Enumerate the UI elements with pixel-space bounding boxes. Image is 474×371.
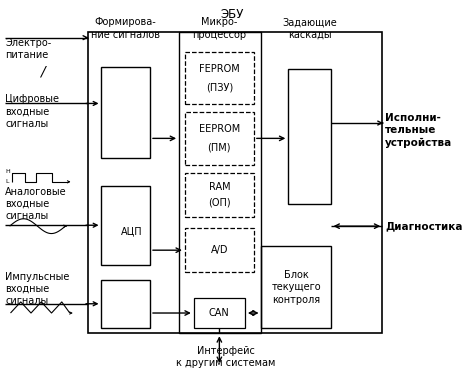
Text: CAN: CAN [209,308,230,318]
Text: Импульсные
входные
сигналы: Импульсные входные сигналы [5,272,70,306]
Text: АЦП: АЦП [121,227,143,237]
Text: Аналоговые
входные
сигналы: Аналоговые входные сигналы [5,187,67,221]
Bar [185,228,254,272]
Bar [262,246,330,328]
Text: Исполни-
тельные
устройства: Исполни- тельные устройства [385,113,452,148]
Text: Электро-
питание: Электро- питание [5,37,51,60]
Bar [101,67,150,158]
Bar [185,52,254,104]
Bar [194,298,245,328]
Text: Формирова-
ние сигналов: Формирова- ние сигналов [91,17,160,40]
Text: (ПЗУ): (ПЗУ) [206,83,233,92]
Bar [185,173,254,217]
Text: (ПМ): (ПМ) [208,142,231,152]
Text: Диагностика: Диагностика [385,221,463,231]
Text: EEPROM: EEPROM [199,124,240,134]
Text: H: H [5,169,10,174]
Text: Блок
текущего
контроля: Блок текущего контроля [272,270,321,305]
Bar [288,69,330,204]
Bar [101,280,150,328]
Bar [88,32,382,334]
Text: Задающие
каскады: Задающие каскады [282,17,337,40]
Text: L: L [5,179,9,184]
Text: ЭБУ: ЭБУ [221,8,244,21]
Text: (ОП): (ОП) [208,198,231,208]
Text: FEPROM: FEPROM [199,64,240,74]
Bar [185,112,254,165]
Text: /: / [40,65,45,79]
Bar [101,186,150,265]
Text: A/D: A/D [210,245,228,255]
Text: Цифровые
входные
сигналы: Цифровые входные сигналы [5,94,59,129]
Text: Интерфейс
к другим системам: Интерфейс к другим системам [176,346,275,368]
Bar [179,32,262,334]
Text: RAM: RAM [209,182,230,191]
Text: Микро-
процессор: Микро- процессор [192,17,246,40]
